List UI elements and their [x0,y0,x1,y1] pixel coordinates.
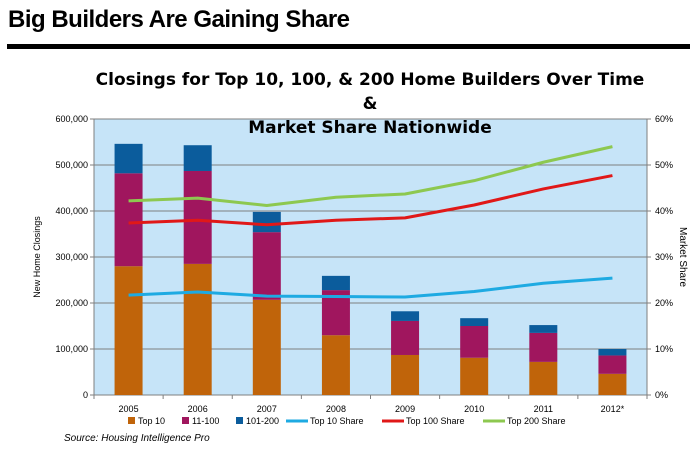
legend-label: 101-200 [246,416,279,426]
bar-top-10 [252,299,281,395]
bar-11-100 [252,232,281,300]
x-tick-label: 2012* [601,404,625,414]
bar-101-200 [114,143,143,174]
line-top-200-share [128,145,613,207]
y-tick-label: 600,000 [55,114,88,124]
x-tick-label: 2006 [188,404,208,414]
y2-axis-label: Market Share [677,227,688,287]
x-tick-label: 2008 [326,404,346,414]
bar-11-100 [183,170,212,264]
page-title: Big Builders Are Gaining Share [8,6,350,33]
x-tick-label: 2011 [534,404,553,414]
bar-101-200 [321,275,350,291]
legend-swatch [182,417,189,424]
y2-tick-label: 30% [655,252,673,262]
y-tick-label: 500,000 [55,160,88,170]
bar-101-200 [391,311,420,321]
bar-101-200 [183,145,212,171]
bar-11-100 [114,173,143,267]
title-divider [7,44,690,49]
bar-101-200 [529,325,558,333]
bar-top-10 [183,263,212,395]
bar-top-10 [598,373,627,395]
y-tick-label: 200,000 [55,298,88,308]
x-tick-label: 2009 [395,404,415,414]
bar-101-200 [460,318,489,326]
legend-label: Top 10 [138,416,165,426]
y2-tick-label: 50% [655,160,673,170]
legend-label: Top 200 Share [507,416,566,426]
line-top-10-share [128,276,613,299]
y-tick-label: 100,000 [55,344,88,354]
bar-top-10 [321,335,350,395]
chart-title: Closings for Top 10, 100, & 200 Home Bui… [90,68,650,140]
y2-tick-label: 10% [655,344,673,354]
bar-11-100 [598,355,627,374]
bar-11-100 [460,326,489,358]
bar-11-100 [391,320,420,355]
y2-tick-label: 20% [655,298,673,308]
legend-label: 11-100 [192,416,219,426]
x-tick-label: 2010 [464,404,484,414]
bar-top-10 [460,357,489,395]
bar-101-200 [598,349,627,356]
y2-tick-label: 40% [655,206,673,216]
legend-label: Top 10 Share [310,416,364,426]
bar-11-100 [529,332,558,362]
bar-top-10 [391,354,420,395]
legend-label: Top 100 Share [406,416,465,426]
y-tick-label: 400,000 [55,206,88,216]
chart-title-line1: Closings for Top 10, 100, & 200 Home Bui… [95,70,645,114]
y-tick-label: 0 [83,390,88,400]
bar-top-10 [114,266,143,395]
y-tick-label: 300,000 [55,252,88,262]
y2-tick-label: 0% [655,390,668,400]
y2-tick-label: 60% [655,114,673,124]
source-note: Source: Housing Intelligence Pro [64,433,210,444]
bar-101-200 [252,211,281,233]
bar-top-10 [529,361,558,395]
x-tick-label: 2007 [257,404,277,414]
x-tick-label: 2005 [119,404,139,414]
legend-swatch [236,417,243,424]
legend-swatch [128,417,135,424]
y-axis-label: New Home Closings [32,216,42,298]
chart-title-line2: Market Share Nationwide [248,118,492,138]
line-top-100-share [128,174,613,227]
